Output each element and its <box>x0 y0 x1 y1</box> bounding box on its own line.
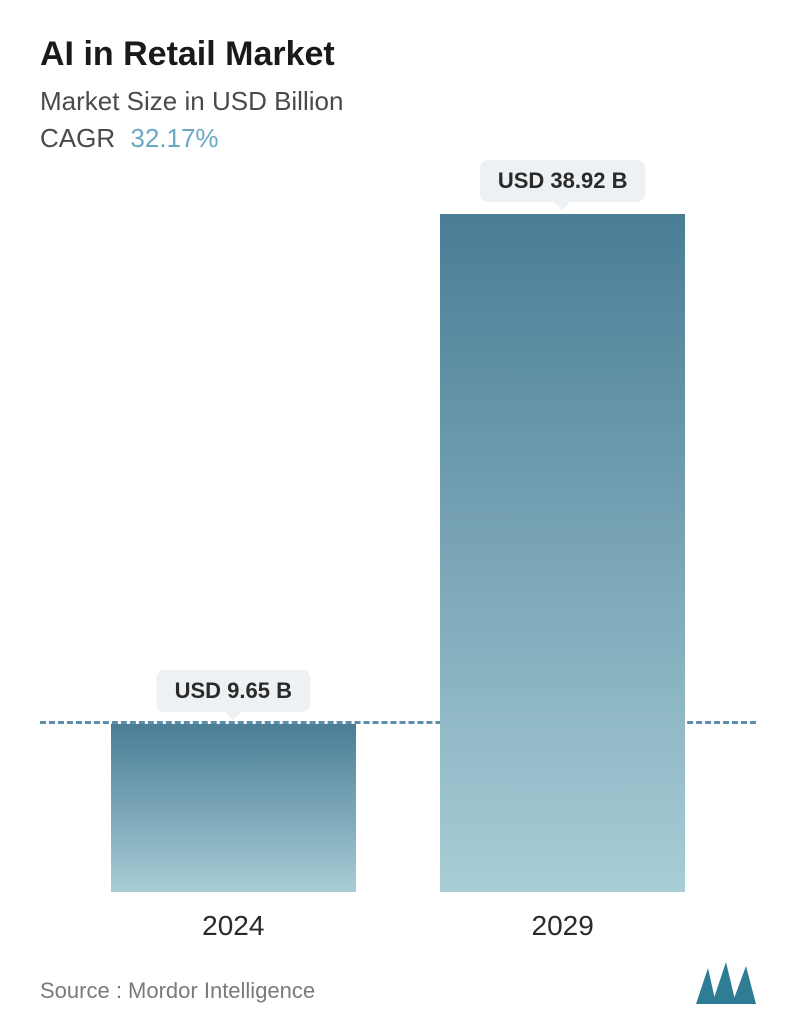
x-axis-label-2024: 2024 <box>202 910 264 942</box>
cagr-label: CAGR <box>40 123 115 153</box>
chart-header: AI in Retail Market Market Size in USD B… <box>40 35 756 154</box>
mordor-logo-icon <box>696 962 756 1004</box>
value-label-2029: USD 38.92 B <box>480 160 646 202</box>
source-label: Source : Mordor Intelligence <box>40 978 315 1004</box>
bar-2029 <box>440 214 685 892</box>
chart-area: USD 9.65 BUSD 38.92 B 2024 2029 <box>40 174 756 952</box>
value-label-2024: USD 9.65 B <box>157 670 310 712</box>
cagr-value: 32.17% <box>130 123 218 153</box>
chart-plot: USD 9.65 BUSD 38.92 B <box>40 214 756 892</box>
bar-2024 <box>111 724 356 892</box>
chart-subtitle: Market Size in USD Billion <box>40 86 756 117</box>
cagr-row: CAGR 32.17% <box>40 123 756 154</box>
chart-container: AI in Retail Market Market Size in USD B… <box>0 0 796 1034</box>
x-axis-label-2029: 2029 <box>532 910 594 942</box>
chart-footer: Source : Mordor Intelligence <box>40 952 756 1004</box>
chart-title: AI in Retail Market <box>40 35 756 74</box>
